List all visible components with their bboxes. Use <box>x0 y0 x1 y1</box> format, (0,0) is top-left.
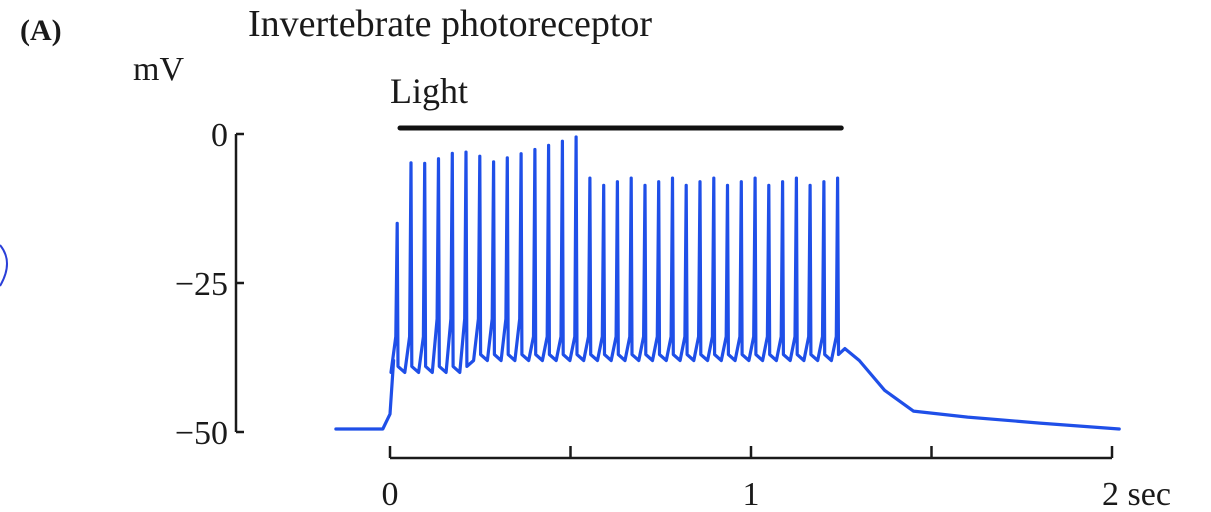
panel-label: (A) <box>20 14 62 47</box>
edge-bracket-mark <box>0 244 8 287</box>
y-tick-label: 0 <box>211 117 228 154</box>
membrane-potential-trace <box>334 135 1121 431</box>
x-axis: 0 1 2 sec <box>382 446 1171 512</box>
y-axis: 0 −25 −50 <box>175 117 244 452</box>
y-axis-label: mV <box>133 51 184 88</box>
stimulus-label: Light <box>390 71 468 111</box>
x-tick-label: 0 <box>382 476 399 512</box>
plot-area <box>334 135 1121 431</box>
x-tick-label: 2 sec <box>1102 476 1171 512</box>
y-tick-label: −50 <box>175 415 228 452</box>
y-tick-label: −25 <box>175 266 228 303</box>
chart-title: Invertebrate photoreceptor <box>248 3 652 45</box>
x-tick-label: 1 <box>743 476 760 512</box>
